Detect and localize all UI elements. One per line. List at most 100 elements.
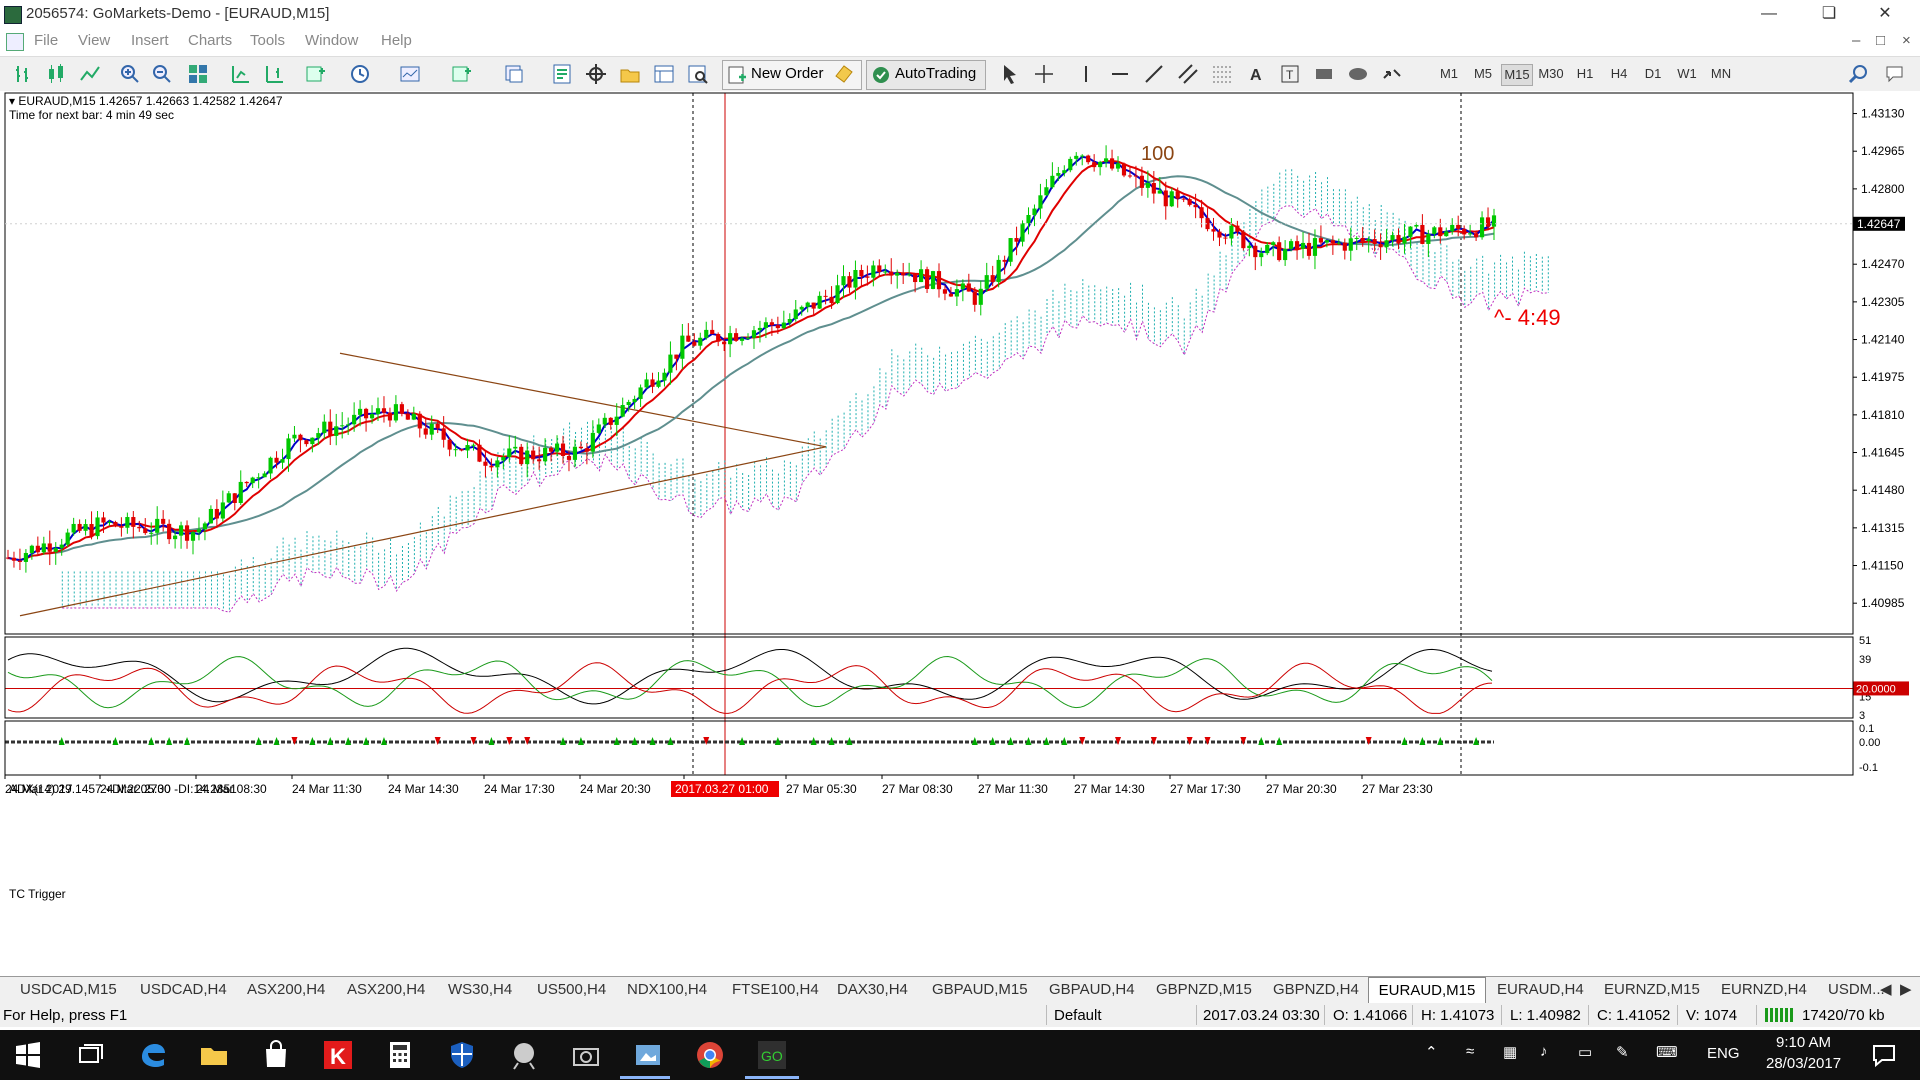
- close-button[interactable]: ✕: [1878, 5, 1892, 22]
- store-icon[interactable]: [260, 1039, 292, 1071]
- screenshot-icon[interactable]: [632, 1039, 664, 1071]
- arrows-icon[interactable]: [1380, 62, 1404, 86]
- tab-usdcad-h4[interactable]: USDCAD,H4: [140, 981, 227, 998]
- menu-charts[interactable]: Charts: [188, 32, 233, 49]
- horizontal-line-icon[interactable]: [1108, 62, 1132, 86]
- restore-button[interactable]: ❏: [1821, 5, 1837, 22]
- battery-icon[interactable]: ▭: [1578, 1044, 1593, 1061]
- trendline-icon[interactable]: [1142, 62, 1166, 86]
- tab-eurnzd-h4[interactable]: EURNZD,H4: [1721, 981, 1807, 998]
- crosshair-icon[interactable]: [584, 62, 608, 86]
- tab-dax30-h4[interactable]: DAX30,H4: [837, 981, 908, 998]
- metatrader-icon[interactable]: GO: [756, 1039, 788, 1071]
- tab-eurnzd-m15[interactable]: EURNZD,M15: [1604, 981, 1700, 998]
- tab-scroll-right-icon[interactable]: ▶: [1900, 981, 1912, 998]
- chart-shift-icon[interactable]: [262, 62, 286, 86]
- tf-m5[interactable]: M5: [1473, 66, 1493, 81]
- chat-icon[interactable]: [1884, 62, 1908, 86]
- search-icon[interactable]: [1846, 62, 1870, 86]
- tf-m15[interactable]: M15: [1501, 64, 1533, 86]
- strategy-tester-icon[interactable]: [686, 62, 710, 86]
- tf-m30[interactable]: M30: [1538, 66, 1564, 81]
- tray-expand-icon[interactable]: ⌃: [1425, 1044, 1438, 1061]
- tf-w1[interactable]: W1: [1677, 66, 1697, 81]
- defender-icon[interactable]: [446, 1039, 478, 1071]
- autotrading-button[interactable]: AutoTrading: [866, 60, 986, 90]
- minimize-button[interactable]: —: [1761, 5, 1777, 22]
- child-restore-button[interactable]: □: [1876, 32, 1886, 49]
- clock-time[interactable]: 9:10 AM: [1776, 1034, 1832, 1051]
- tab-euraud-h4[interactable]: EURAUD,H4: [1497, 981, 1584, 998]
- notifications-icon[interactable]: [1868, 1039, 1900, 1071]
- tf-h1[interactable]: H1: [1576, 66, 1594, 81]
- tab-usdm[interactable]: USDM...: [1828, 981, 1885, 998]
- vertical-line-icon[interactable]: [1074, 62, 1098, 86]
- tab-scroll-left-icon[interactable]: ◀: [1880, 981, 1892, 998]
- equidistant-channel-icon[interactable]: [1176, 62, 1200, 86]
- volume-icon[interactable]: ♪: [1540, 1043, 1548, 1060]
- bar-chart-icon[interactable]: [12, 62, 36, 86]
- new-chart-icon[interactable]: [450, 62, 474, 86]
- touch-keyboard-icon[interactable]: ⌨: [1656, 1044, 1678, 1061]
- tab-euraud-m15[interactable]: EURAUD,M15: [1368, 977, 1486, 1003]
- tab-gbpaud-h4[interactable]: GBPAUD,H4: [1049, 981, 1135, 998]
- network-icon[interactable]: [508, 1039, 540, 1071]
- zoom-in-icon[interactable]: [118, 62, 142, 86]
- menu-tools[interactable]: Tools: [250, 32, 286, 49]
- tab-ws30-h4[interactable]: WS30,H4: [448, 981, 513, 998]
- crosshair-tool-icon[interactable]: [1032, 62, 1056, 86]
- tile-windows-icon[interactable]: [186, 62, 210, 86]
- menu-help[interactable]: Help: [381, 32, 412, 49]
- tab-asx200-h4-2[interactable]: ASX200,H4: [347, 981, 426, 998]
- tab-ndx100-h4[interactable]: NDX100,H4: [627, 981, 708, 998]
- tab-us500-h4[interactable]: US500,H4: [537, 981, 607, 998]
- tab-ftse100-h4[interactable]: FTSE100,H4: [732, 981, 819, 998]
- calculator-icon[interactable]: [384, 1039, 416, 1071]
- periods-icon[interactable]: [348, 62, 372, 86]
- menu-insert[interactable]: Insert: [131, 32, 169, 49]
- task-view-icon[interactable]: [74, 1039, 106, 1071]
- chart-window[interactable]: 51 39 15 3 20.0000 0.1 0.00 -0.1 1.43130 1.4296…: [0, 91, 1920, 963]
- navigator-icon[interactable]: [618, 62, 642, 86]
- profiles-icon[interactable]: [502, 62, 526, 86]
- edge-icon[interactable]: [136, 1039, 168, 1071]
- chrome-icon[interactable]: [694, 1039, 726, 1071]
- keyboard-icon[interactable]: ▦: [1503, 1044, 1518, 1061]
- menu-window[interactable]: Window: [305, 32, 359, 49]
- pen-icon[interactable]: ✎: [1616, 1044, 1629, 1061]
- text-tool-icon[interactable]: A: [1244, 62, 1268, 86]
- windows-start-icon[interactable]: [12, 1039, 44, 1071]
- clock-date[interactable]: 28/03/2017: [1766, 1055, 1842, 1072]
- tf-h4[interactable]: H4: [1610, 66, 1628, 81]
- tab-gbpnzd-m15[interactable]: GBPNZD,M15: [1156, 981, 1252, 998]
- expert-advisor-icon[interactable]: [832, 62, 856, 86]
- templates-icon[interactable]: [398, 62, 422, 86]
- text-label-icon[interactable]: T: [1278, 62, 1302, 86]
- zoom-out-icon[interactable]: [150, 62, 174, 86]
- terminal-icon[interactable]: [652, 62, 676, 86]
- child-close-button[interactable]: ×: [1902, 32, 1911, 49]
- file-explorer-icon[interactable]: [198, 1039, 230, 1071]
- rectangle-icon[interactable]: [1312, 62, 1336, 86]
- child-minimize-button[interactable]: –: [1852, 32, 1861, 49]
- tab-asx200-h4[interactable]: ASX200,H4: [247, 981, 326, 998]
- ellipse-icon[interactable]: [1346, 62, 1370, 86]
- tf-d1[interactable]: D1: [1644, 66, 1662, 81]
- line-chart-icon[interactable]: [78, 62, 102, 86]
- market-watch-icon[interactable]: [550, 62, 574, 86]
- wifi-icon[interactable]: ≈: [1466, 1043, 1475, 1060]
- indicators-icon[interactable]: [304, 62, 328, 86]
- tf-m1[interactable]: M1: [1439, 66, 1459, 81]
- menu-view[interactable]: View: [78, 32, 111, 49]
- language-indicator[interactable]: ENG: [1707, 1045, 1740, 1062]
- cursor-icon[interactable]: [998, 62, 1022, 86]
- menu-file[interactable]: File: [34, 32, 59, 49]
- tab-gbpnzd-h4[interactable]: GBPNZD,H4: [1273, 981, 1359, 998]
- candlestick-icon[interactable]: [44, 62, 68, 86]
- fibonacci-icon[interactable]: [1210, 62, 1234, 86]
- camera-icon[interactable]: [570, 1039, 602, 1071]
- tf-mn[interactable]: MN: [1710, 66, 1732, 81]
- kaspersky-icon[interactable]: K: [322, 1039, 354, 1071]
- auto-scroll-icon[interactable]: [228, 62, 252, 86]
